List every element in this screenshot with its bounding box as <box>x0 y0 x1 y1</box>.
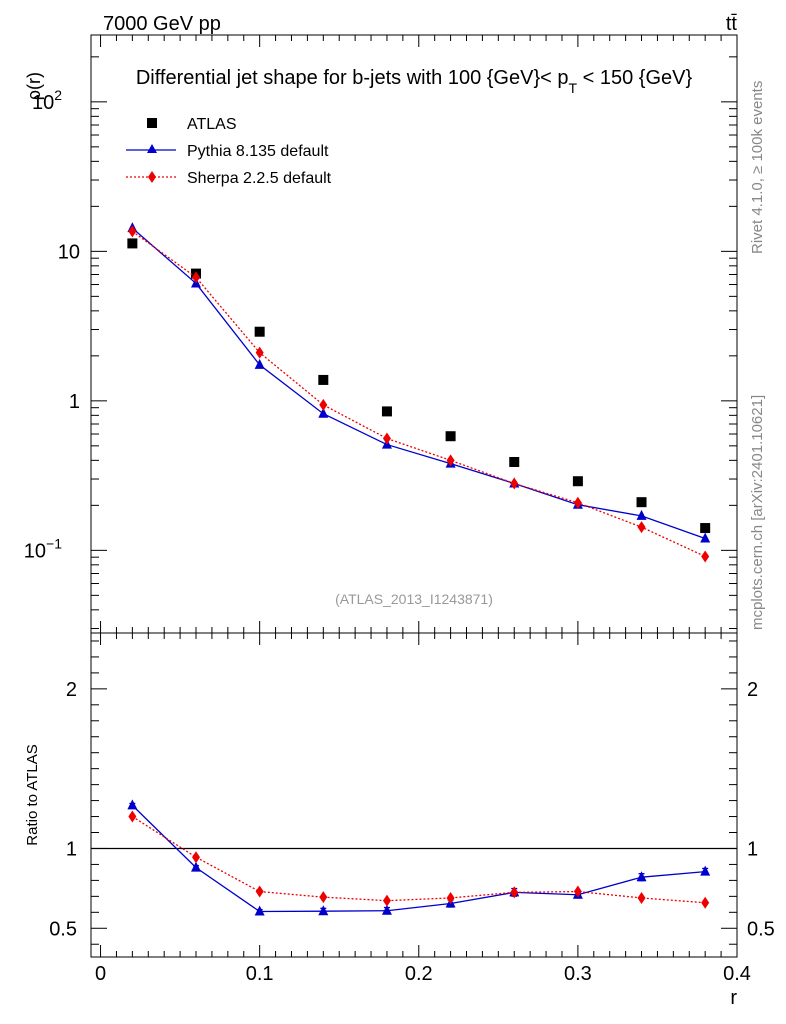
ratio-data-point-0 <box>318 905 329 916</box>
chart-title-subscript: T <box>569 80 578 96</box>
main-data-point-2 <box>510 477 519 490</box>
legend: ATLAS Pythia 8.135 default Sherpa 2.2.5 … <box>126 116 332 187</box>
main-data-point-2 <box>573 496 582 509</box>
ratio-data-point-0 <box>254 905 265 916</box>
ratio-data-point-0 <box>127 799 138 810</box>
ratio-panel: 0.5 0.51 12 2 0 0.1 0.2 0.3 0.4 Ratio to ATLAS … <box>24 632 775 1009</box>
main-data-point-2 <box>192 271 201 284</box>
ratio-data-point-0 <box>700 865 711 876</box>
analysis-watermark: (ATLAS_2013_I1243871) <box>335 591 493 607</box>
main-data-point-0 <box>254 326 265 337</box>
main-data-point-1 <box>254 358 265 369</box>
main-data-point-1 <box>318 407 329 418</box>
chart-title-suffix: < 150 {GeV} <box>577 67 692 89</box>
ratio-x-tick-labels: 0 0.1 0.2 0.3 0.4 <box>95 963 751 985</box>
main-data-point-1 <box>700 532 711 543</box>
legend-marker-sherpa <box>148 171 156 183</box>
main-data-point-2 <box>319 398 328 411</box>
main-y-tick-label-base: 10 <box>58 241 80 263</box>
x-tick-label: 0.2 <box>405 963 433 985</box>
ratio-y-tick-label-left: 0.5 <box>49 918 77 940</box>
ratio-y-axis-label: Ratio to ATLAS <box>24 744 41 845</box>
main-y-tick-label: 102 <box>32 87 62 114</box>
main-data-point-2 <box>637 521 646 534</box>
main-y-tick-label: 1 <box>69 391 80 413</box>
legend-marker-atlas <box>147 118 157 128</box>
ratio-series-group <box>91 799 737 916</box>
legend-marker-pythia <box>147 144 157 153</box>
ratio-y-tick-label-right: 1 <box>747 838 758 860</box>
main-y-tick-label: 10 <box>58 241 80 263</box>
main-y-tick-label-exponent: −1 <box>46 535 62 551</box>
main-data-point-2 <box>382 432 391 445</box>
main-data-point-2 <box>446 454 455 467</box>
x-tick-label: 0.1 <box>246 963 274 985</box>
main-data-point-2 <box>255 346 264 359</box>
ratio-data-point-1 <box>446 891 455 904</box>
main-series-group <box>127 222 711 563</box>
ratio-data-point-1 <box>701 896 710 909</box>
ratio-data-point-0 <box>381 904 392 915</box>
main-y-tick-label: 10−1 <box>24 535 62 562</box>
energy-label: 7000 GeV pp <box>103 13 221 35</box>
x-tick-label: 0.3 <box>564 963 592 985</box>
chart-title: Differential jet shape for b-jets with 1… <box>136 67 693 96</box>
ratio-y-tick-label-right: 2 <box>747 679 758 701</box>
main-y-tick-label-base: 10 <box>32 92 54 114</box>
main-series-line-1 <box>131 227 706 540</box>
main-y-axis-label: ρ(r) <box>24 72 44 100</box>
ratio-data-point-1 <box>192 851 201 864</box>
ratio-data-point-1 <box>510 886 519 899</box>
ratio-data-point-1 <box>382 894 391 907</box>
main-data-point-0 <box>127 238 138 249</box>
main-data-point-0 <box>445 431 456 442</box>
ratio-data-point-1 <box>637 891 646 904</box>
ratio-data-point-1 <box>319 891 328 904</box>
ratio-series-line-0 <box>131 804 706 913</box>
ratio-y-tick-label-left: 2 <box>66 679 77 701</box>
main-data-point-1 <box>636 509 647 520</box>
legend-label-atlas: ATLAS <box>187 116 237 133</box>
x-tick-label: 0.4 <box>723 963 751 985</box>
ratio-frame <box>90 632 738 958</box>
main-data-point-0 <box>700 523 711 534</box>
main-y-tick-label-exponent: 2 <box>54 87 62 103</box>
main-y-tick-label-base: 10 <box>24 540 46 562</box>
ratio-data-point-0 <box>191 861 202 872</box>
legend-label-pythia: Pythia 8.135 default <box>187 143 329 160</box>
main-axis-ticks <box>91 35 738 633</box>
main-data-point-0 <box>381 406 392 417</box>
main-data-point-2 <box>128 225 137 238</box>
x-tick-label: 0 <box>95 963 106 985</box>
ratio-y-tick-labels: 0.5 0.5 1 1 2 2 <box>49 679 775 940</box>
ratio-series-line-1 <box>132 815 706 904</box>
legend-label-sherpa: Sherpa 2.2.5 default <box>187 170 332 187</box>
main-data-point-0 <box>636 497 647 508</box>
main-series-line-2 <box>131 230 706 558</box>
ratio-data-point-1 <box>573 885 582 898</box>
process-label: tt̄ <box>726 13 738 35</box>
main-data-point-0 <box>318 374 329 385</box>
ratio-y-tick-label-left: 1 <box>66 838 77 860</box>
ratio-data-point-1 <box>255 885 264 898</box>
ratio-data-point-0 <box>636 871 647 882</box>
main-data-point-0 <box>572 476 583 487</box>
ratio-data-point-1 <box>128 810 137 823</box>
main-y-tick-label-base: 1 <box>69 391 80 413</box>
ratio-axis-ticks <box>91 633 738 957</box>
mcplots-label: mcplots.cern.ch [arXiv:2401.10621] <box>749 395 766 630</box>
chart-title-prefix: Differential jet shape for b-jets with 1… <box>136 67 569 89</box>
ratio-y-tick-label-right: 0.5 <box>747 918 775 940</box>
x-axis-label: r <box>730 987 737 1009</box>
main-data-point-0 <box>509 456 520 467</box>
main-data-point-2 <box>701 550 710 563</box>
rivet-version-label: Rivet 4.1.0, ≥ 100k events <box>749 81 766 254</box>
